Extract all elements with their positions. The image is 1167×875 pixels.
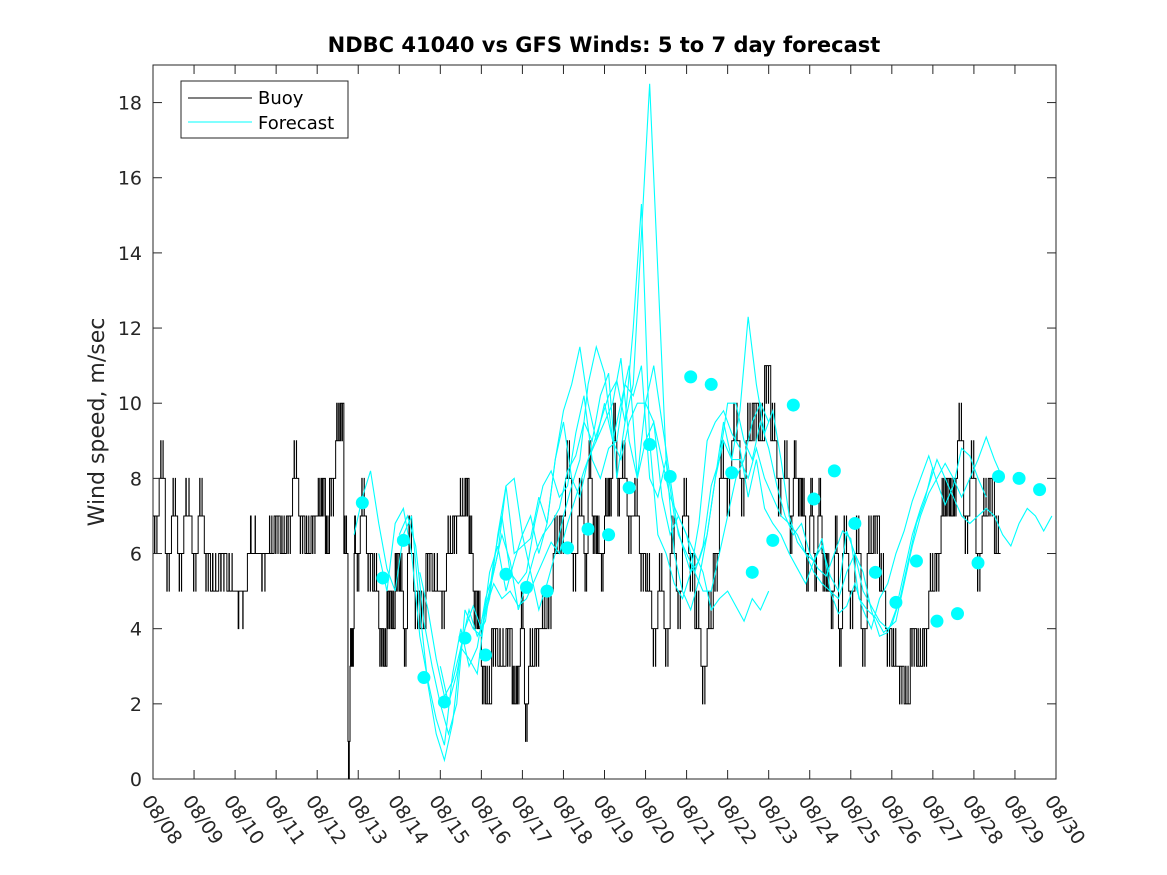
forecast-points <box>355 370 1047 709</box>
y-tick-label: 6 <box>130 544 142 566</box>
y-tick-label: 10 <box>118 393 142 415</box>
y-tick-label: 2 <box>130 694 142 716</box>
forecast-run-line <box>439 365 770 704</box>
chart-title: NDBC 41040 vs GFS Winds: 5 to 7 day fore… <box>328 33 881 57</box>
forecast-point <box>909 554 923 568</box>
forecast-point <box>520 580 534 594</box>
y-tick-label: 4 <box>130 619 142 641</box>
forecast-point <box>930 614 944 628</box>
forecast-point <box>971 556 985 570</box>
forecast-point <box>396 533 410 547</box>
forecast-run-line <box>398 346 934 736</box>
forecast-point <box>622 481 636 495</box>
forecast-point <box>376 571 390 585</box>
forecast-point <box>478 648 492 662</box>
forecast-point <box>868 565 882 579</box>
forecast-point <box>786 398 800 412</box>
y-tick-labels: 0 2 4 6 8 10 12 14 16 18 <box>118 93 142 791</box>
forecast-point <box>1033 483 1047 497</box>
forecast-point <box>1012 471 1026 485</box>
buoy-series <box>153 365 1001 780</box>
legend-buoy-label: Buoy <box>258 88 304 109</box>
axis-ticks <box>152 65 1057 780</box>
forecast-point <box>725 466 739 480</box>
y-tick-label: 18 <box>118 93 142 115</box>
forecast-point <box>437 695 451 709</box>
forecast-point <box>499 567 513 581</box>
forecast-point <box>848 516 862 530</box>
forecast-point <box>458 631 472 645</box>
forecast-point <box>950 607 964 621</box>
forecast-point <box>827 464 841 478</box>
forecast-point <box>745 565 759 579</box>
y-tick-label: 12 <box>118 318 142 340</box>
forecast-point <box>992 469 1006 483</box>
forecast-point <box>581 522 595 536</box>
forecast-point <box>355 496 369 510</box>
forecast-point <box>704 377 718 391</box>
forecast-run-line <box>480 344 770 623</box>
y-axis-label: Wind speed, m/sec <box>85 318 110 527</box>
forecast-point <box>561 541 575 555</box>
plot-area <box>152 64 1057 780</box>
y-tick-label: 8 <box>130 468 142 490</box>
forecast-point <box>684 370 698 384</box>
forecast-point <box>540 584 554 598</box>
forecast-run-line <box>353 83 1053 763</box>
forecast-point <box>663 469 677 483</box>
y-tick-label: 14 <box>118 243 142 265</box>
legend-box <box>180 80 349 139</box>
forecast-point <box>643 438 657 452</box>
legend-forecast-label: Forecast <box>258 113 334 134</box>
forecast-run-line <box>419 316 1004 698</box>
forecast-point <box>417 671 431 685</box>
y-tick-label: 16 <box>118 168 142 190</box>
buoy-line <box>153 365 1001 780</box>
legend: Buoy Forecast <box>180 80 349 139</box>
forecast-point <box>889 595 903 609</box>
forecast-point <box>807 492 821 506</box>
y-tick-label: 0 <box>130 769 142 791</box>
forecast-point <box>602 528 616 542</box>
forecast-series <box>353 83 1053 763</box>
forecast-point <box>766 533 780 547</box>
